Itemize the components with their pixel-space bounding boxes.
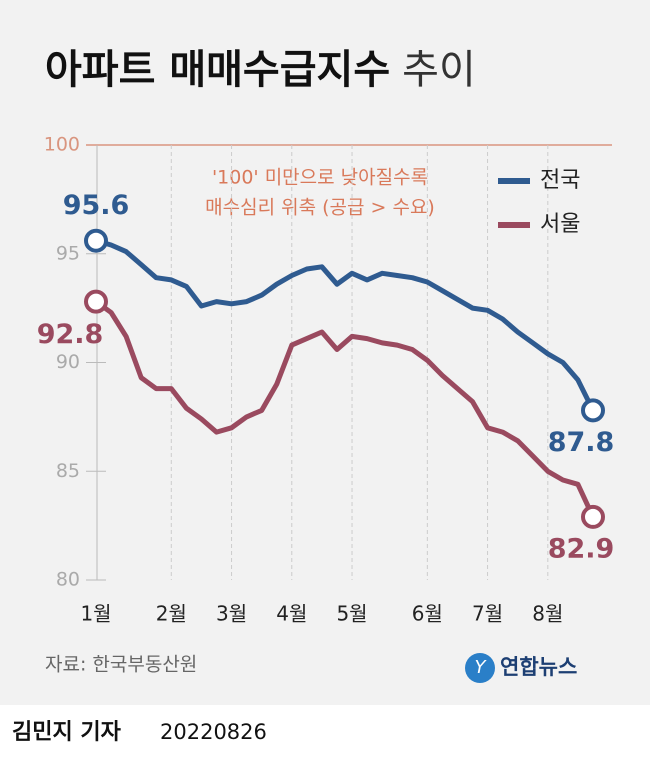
logo-mark: Y <box>475 657 488 678</box>
x-tick-label: 1월 <box>80 602 111 626</box>
legend-label: 전국 <box>540 168 580 193</box>
x-tick-label: 3월 <box>216 602 247 626</box>
x-tick-label: 8월 <box>532 602 563 626</box>
logo: 연합뉴스 <box>500 655 577 679</box>
x-tick-label: 7월 <box>472 602 503 626</box>
y-tick-label: 100 <box>44 134 80 156</box>
background <box>0 0 650 705</box>
x-tick-label: 2월 <box>156 602 187 626</box>
title-main: 아파트 매매수급지수 <box>45 47 390 93</box>
source: 자료: 한국부동산원 <box>45 654 197 676</box>
title-light: 추이 <box>402 47 476 93</box>
y-tick-label: 85 <box>56 460 80 482</box>
byline: 김민지 기자 <box>12 720 122 745</box>
end-point <box>84 289 108 314</box>
end-point <box>84 228 108 253</box>
logo-icon <box>465 653 495 683</box>
series-line <box>95 238 596 412</box>
value-label: 82.9 <box>548 533 615 564</box>
value-label: 95.6 <box>63 190 130 221</box>
y-tick-label: 95 <box>56 242 80 264</box>
chart-title: 아파트 매매수급지수 추이 <box>45 47 476 93</box>
annotation: 매수심리 위축 (공급 > 수요) <box>205 197 435 219</box>
annotation: '100' 미만으로 낮아질수록 <box>212 167 428 189</box>
x-tick-label: 5월 <box>336 602 367 626</box>
date: 20220826 <box>160 720 267 744</box>
x-tick-label: 6월 <box>412 602 443 626</box>
value-label: 92.8 <box>37 319 104 350</box>
series-line <box>94 299 596 518</box>
end-point <box>581 398 605 423</box>
value-label: 87.8 <box>548 427 615 458</box>
legend-label: 서울 <box>540 212 580 237</box>
end-point <box>581 504 605 529</box>
x-tick-label: 4월 <box>276 602 307 626</box>
y-tick-label: 90 <box>56 351 80 373</box>
y-tick-label: 80 <box>56 569 80 591</box>
